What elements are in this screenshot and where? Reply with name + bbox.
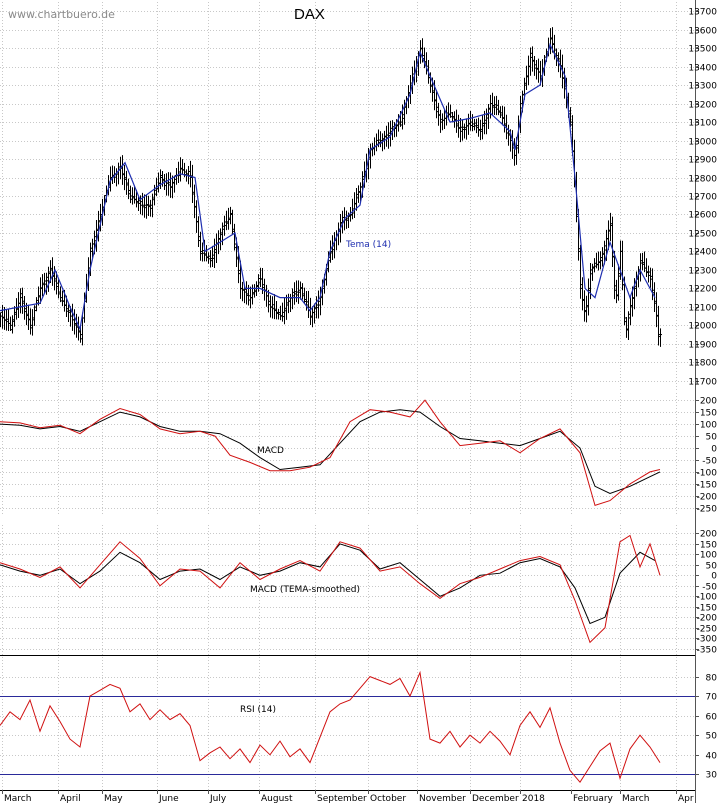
- x-month-label: September: [317, 794, 367, 803]
- y-tick-label: 12500: [688, 230, 717, 240]
- y-tick-label: 200: [700, 530, 717, 540]
- price-bars: [0, 27, 662, 347]
- y-tick-label: -100: [697, 593, 718, 603]
- macd-macd-line: [0, 409, 661, 495]
- y-tick-label: -350: [697, 646, 718, 656]
- y-tick-label: 12400: [688, 248, 717, 258]
- y-tick-label: 12900: [688, 156, 717, 166]
- y-tick-label: -200: [697, 493, 718, 503]
- y-tick-label: -100: [697, 469, 718, 479]
- macd-tema-label: MACD (TEMA-smoothed): [250, 585, 360, 595]
- y-tick-label: 13100: [688, 119, 717, 129]
- y-tick-label: -50: [702, 457, 717, 467]
- y-tick-label: -200: [697, 614, 718, 624]
- x-month-label: March: [4, 794, 31, 803]
- macd-tema-smoothed--macd-line: [0, 543, 656, 625]
- y-tick-label: 60: [706, 713, 718, 723]
- x-month-label: July: [209, 794, 227, 803]
- y-tick-label: 13500: [688, 45, 717, 55]
- rsi-label: RSI (14): [240, 705, 276, 715]
- x-month-label: November: [419, 794, 466, 803]
- y-tick-label: 12700: [688, 193, 717, 203]
- y-tick-label: 13700: [688, 8, 717, 18]
- y-tick-label: 50: [706, 433, 718, 443]
- x-month-label: October: [370, 794, 406, 803]
- y-tick-label: -150: [697, 604, 718, 614]
- chart-title: DAX: [294, 6, 325, 23]
- y-tick-label: 40: [706, 752, 718, 762]
- macd-signal-line: [0, 399, 661, 507]
- x-month-label: 2018: [522, 794, 545, 803]
- tema-line: [0, 42, 656, 332]
- x-month-label: December: [472, 794, 519, 803]
- y-tick-label: 200: [700, 397, 717, 407]
- macd-label: MACD: [257, 446, 284, 456]
- y-tick-label: 50: [706, 732, 718, 742]
- y-tick-label: 12000: [688, 322, 717, 332]
- y-tick-label: 100: [700, 551, 717, 561]
- y-tick-label: 11900: [688, 341, 717, 351]
- macd-tema-smoothed--signal-line: [0, 534, 661, 644]
- y-tick-label: 150: [700, 541, 717, 551]
- x-month-label: August: [261, 794, 293, 803]
- y-tick-label: 13600: [688, 27, 717, 37]
- y-tick-label: -300: [697, 635, 718, 645]
- y-tick-label: 150: [700, 409, 717, 419]
- x-month-label: Apr: [678, 794, 694, 803]
- y-tick-label: 12800: [688, 175, 717, 185]
- y-tick-label: 100: [700, 421, 717, 431]
- y-tick-label: 13200: [688, 101, 717, 111]
- y-tick-label: -150: [697, 481, 718, 491]
- y-tick-label: 11700: [688, 378, 717, 388]
- y-tick-label: 80: [706, 674, 718, 684]
- y-tick-label: 30: [706, 771, 718, 781]
- x-month-label: April: [60, 794, 81, 803]
- rsi-14--rsi-line: [0, 670, 661, 784]
- y-tick-label: 12200: [688, 285, 717, 295]
- y-tick-label: -250: [697, 505, 718, 515]
- x-month-label: June: [158, 794, 179, 803]
- y-tick-label: 12100: [688, 304, 717, 314]
- y-tick-label: 0: [711, 572, 717, 582]
- y-tick-label: 0: [711, 445, 717, 455]
- x-month-label: February: [573, 794, 614, 803]
- x-month-label: March: [622, 794, 649, 803]
- y-tick-label: 12600: [688, 211, 717, 221]
- tema-label: Tema (14): [346, 240, 392, 250]
- y-tick-label: 70: [706, 693, 718, 703]
- y-tick-label: -250: [697, 625, 718, 635]
- y-tick-label: -50: [702, 583, 717, 593]
- x-month-label: May: [104, 794, 123, 803]
- y-tick-label: 13000: [688, 138, 717, 148]
- y-tick-label: 11800: [688, 359, 717, 369]
- y-tick-label: 12300: [688, 267, 717, 277]
- watermark: www.chartbuero.de: [8, 8, 115, 21]
- y-tick-label: 13300: [688, 82, 717, 92]
- y-tick-label: 50: [706, 562, 718, 572]
- y-tick-label: 13400: [688, 64, 717, 74]
